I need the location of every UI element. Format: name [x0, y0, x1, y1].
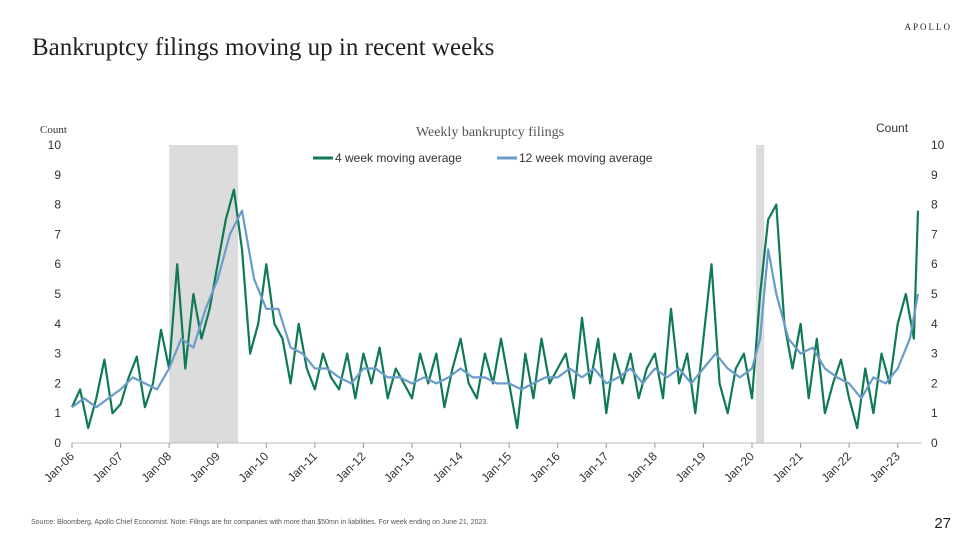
y-tick-label-right: 10	[931, 138, 945, 152]
y-tick-label-right: 5	[931, 287, 938, 301]
legend-label-12wk: 12 week moving average	[519, 151, 653, 165]
page-title: Bankruptcy filings moving up in recent w…	[32, 34, 495, 61]
y-axis-title-left: Count	[40, 124, 67, 136]
brand-logo: APOLLO	[904, 22, 952, 32]
y-tick-label-right: 8	[931, 198, 938, 212]
y-ticks-left: 0 1 2 3 4 5 6 7 8 9 10	[48, 138, 62, 450]
x-tick-label: Jan-18	[624, 449, 660, 485]
legend: 4 week moving average 12 week moving ave…	[313, 151, 653, 165]
y-tick-label-left: 5	[54, 287, 61, 301]
x-tick-label: Jan-11	[285, 449, 320, 484]
series-layer	[70, 188, 920, 430]
series-12-week-line	[71, 209, 920, 409]
y-tick-label-left: 0	[54, 436, 61, 450]
y-tick-label-right: 4	[931, 317, 938, 331]
x-tick-label: Jan-09	[187, 449, 223, 485]
y-tick-label-left: 10	[48, 138, 62, 152]
y-axis-title-right: Count	[876, 121, 909, 135]
chart-title: Weekly bankruptcy filings	[416, 125, 564, 140]
x-tick-label: Jan-15	[478, 449, 514, 485]
x-tick-label: Jan-06	[41, 449, 77, 485]
x-ticks: Jan-06 Jan-07 Jan-08 Jan-09 Jan-10 Jan-11 Jan-…	[41, 449, 903, 485]
recession-shading-layer	[169, 145, 765, 443]
x-tick-label: Jan-08	[138, 449, 174, 485]
page-number: 27	[934, 515, 951, 532]
legend-label-4wk: 4 week moving average	[335, 151, 462, 165]
source-footnote: Source: Bloomberg, Apollo Chief Economis…	[31, 519, 489, 526]
x-tick-label: Jan-16	[527, 449, 563, 485]
x-tick-label: Jan-13	[381, 449, 417, 485]
y-tick-label-right: 1	[931, 406, 938, 420]
y-tick-label-left: 1	[54, 406, 61, 420]
y-tick-label-left: 3	[54, 347, 61, 361]
x-tick-label: Jan-23	[867, 449, 903, 485]
y-tick-label-right: 9	[931, 168, 938, 182]
y-tick-label-right: 2	[931, 376, 938, 390]
x-tick-label: Jan-19	[673, 449, 709, 485]
y-tick-label-left: 8	[54, 198, 61, 212]
x-tick-label: Jan-14	[430, 449, 466, 485]
axes-layer	[71, 442, 922, 448]
x-tick-label: Jan-21	[770, 449, 806, 485]
x-tick-label: Jan-17	[576, 449, 612, 485]
y-tick-label-left: 7	[54, 227, 61, 241]
x-tick-label: Jan-20	[721, 449, 757, 485]
x-tick-label: Jan-07	[90, 449, 126, 485]
y-tick-label-right: 3	[931, 347, 938, 361]
y-tick-label-left: 2	[54, 376, 61, 390]
x-tick-label: Jan-12	[333, 449, 369, 485]
y-tick-label-left: 4	[54, 317, 61, 331]
y-tick-label-left: 6	[54, 257, 61, 271]
y-tick-label-left: 9	[54, 168, 61, 182]
x-tick-label: Jan-10	[236, 449, 272, 485]
x-tick-label: Jan-22	[818, 449, 854, 485]
y-tick-label-right: 0	[931, 436, 938, 450]
y-tick-label-right: 6	[931, 257, 938, 271]
y-tick-label-right: 7	[931, 227, 938, 241]
y-ticks-right: 0 1 2 3 4 5 6 7 8 9 10	[931, 138, 945, 450]
